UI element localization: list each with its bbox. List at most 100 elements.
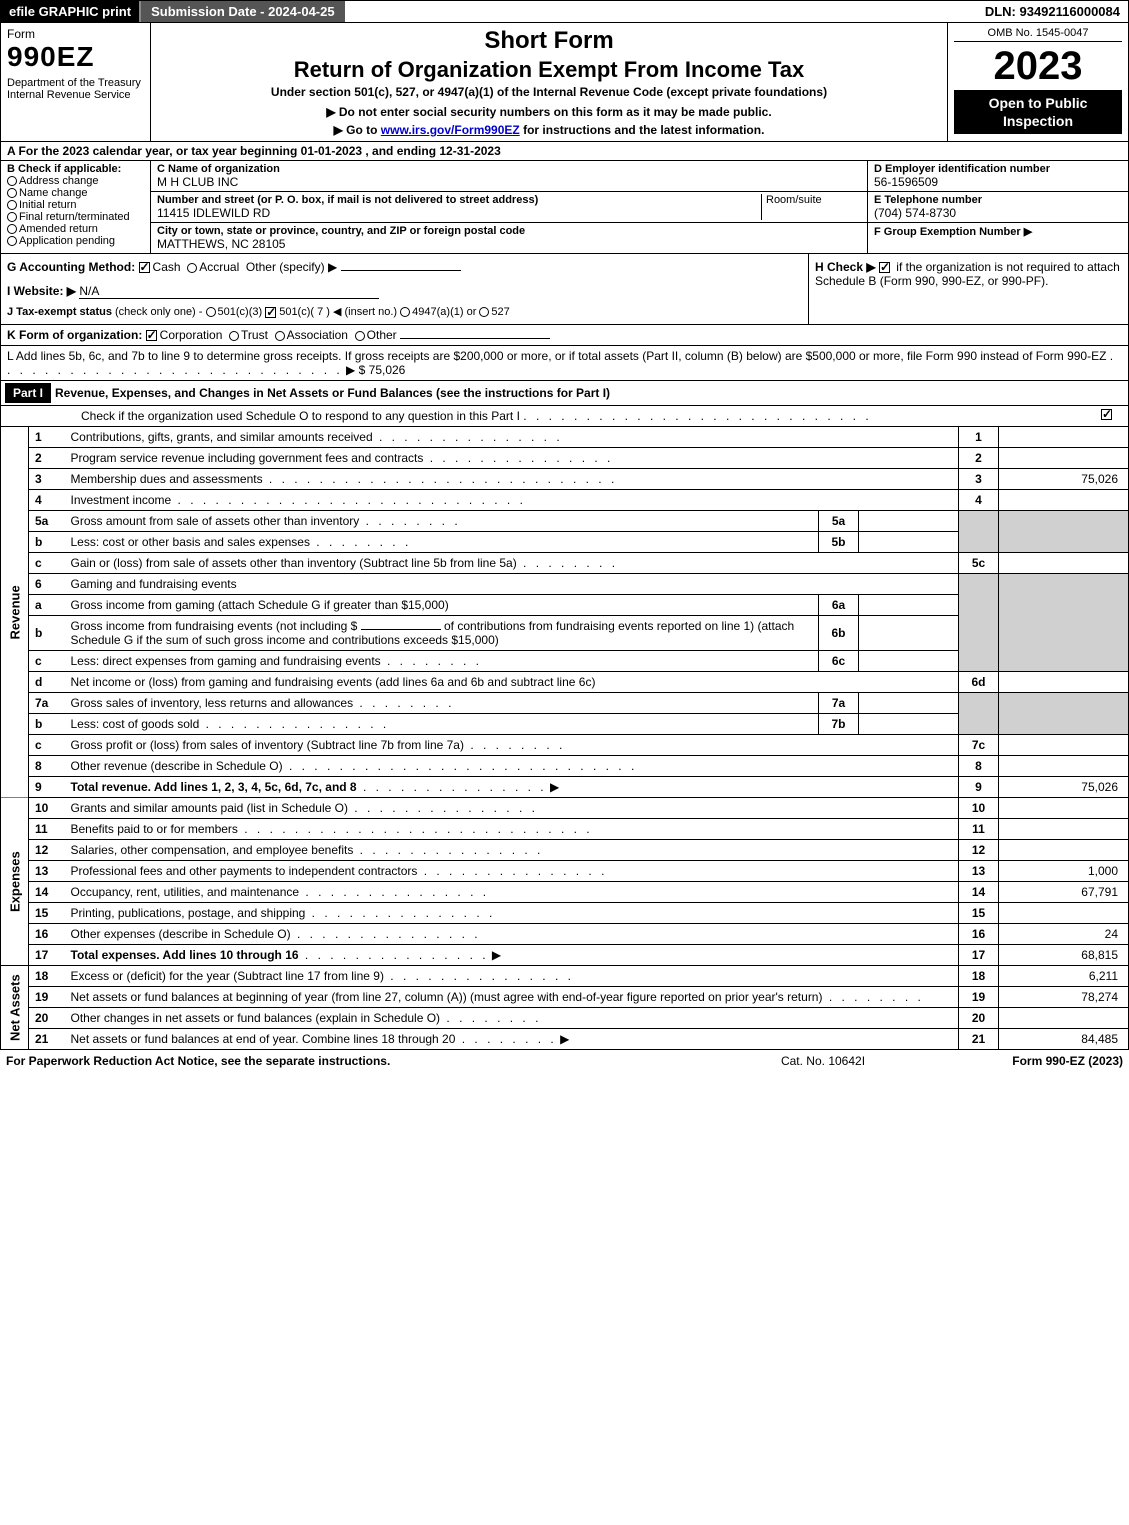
- form-short-title: Short Form: [161, 27, 937, 55]
- column-c: C Name of organization M H CLUB INC Numb…: [151, 161, 868, 253]
- line-13-num: 13: [29, 861, 65, 882]
- line-13-rnum: 13: [959, 861, 999, 882]
- form-title: Return of Organization Exempt From Incom…: [161, 57, 937, 83]
- check-address-change[interactable]: Address change: [7, 175, 144, 187]
- check-final-return[interactable]: Final return/terminated: [7, 211, 144, 223]
- tax-year: 2023: [954, 46, 1122, 86]
- line-7c-val: [999, 735, 1129, 756]
- check-trust[interactable]: [229, 331, 239, 341]
- line-7a-num: 7a: [29, 693, 65, 714]
- check-corp[interactable]: [146, 330, 157, 341]
- line-8-val: [999, 756, 1129, 777]
- line-9-desc: Total revenue. Add lines 1, 2, 3, 4, 5c,…: [65, 777, 959, 798]
- line-6d-desc: Net income or (loss) from gaming and fun…: [65, 672, 959, 693]
- line-11-val: [999, 819, 1129, 840]
- check-sched-b[interactable]: [879, 262, 890, 273]
- section-b-to-f: B Check if applicable: Address change Na…: [0, 161, 1129, 254]
- footer-form: Form 990-EZ (2023): [923, 1054, 1123, 1068]
- part-1-label: Part I: [5, 383, 51, 403]
- line-6a-desc: Gross income from gaming (attach Schedul…: [65, 595, 819, 616]
- line-9-val: 75,026: [999, 777, 1129, 798]
- line-12-val: [999, 840, 1129, 861]
- line-5c-num: c: [29, 553, 65, 574]
- check-initial-return[interactable]: Initial return: [7, 199, 144, 211]
- line-6c-num: c: [29, 651, 65, 672]
- line-6c-subval: [859, 651, 959, 672]
- row-gh: G Accounting Method: Cash Accrual Other …: [0, 254, 1129, 325]
- form-number: 990EZ: [7, 41, 144, 73]
- city-label: City or town, state or province, country…: [157, 225, 525, 237]
- check-other[interactable]: [355, 331, 365, 341]
- check-4947[interactable]: [400, 307, 410, 317]
- submission-date: Submission Date - 2024-04-25: [139, 1, 345, 22]
- check-501c3[interactable]: [206, 307, 216, 317]
- line-6c-sub: 6c: [819, 651, 859, 672]
- check-501c[interactable]: [265, 307, 276, 318]
- form-word: Form: [7, 27, 144, 41]
- line-11-num: 11: [29, 819, 65, 840]
- line-5a-num: 5a: [29, 511, 65, 532]
- line-3-val: 75,026: [999, 469, 1129, 490]
- form-header: Form 990EZ Department of the Treasury In…: [0, 23, 1129, 142]
- i-label: I Website: ▶: [7, 284, 76, 298]
- line-7a-sub: 7a: [819, 693, 859, 714]
- part-1-title: Revenue, Expenses, and Changes in Net As…: [55, 386, 610, 400]
- efile-print-button[interactable]: efile GRAPHIC print: [1, 1, 139, 22]
- header-right: OMB No. 1545-0047 2023 Open to Public In…: [948, 23, 1128, 141]
- check-pending[interactable]: Application pending: [7, 235, 144, 247]
- line-16-rnum: 16: [959, 924, 999, 945]
- line-7a-desc: Gross sales of inventory, less returns a…: [65, 693, 819, 714]
- grey-7v: [999, 693, 1129, 735]
- line-17-rnum: 17: [959, 945, 999, 966]
- line-21-num: 21: [29, 1029, 65, 1050]
- check-amended[interactable]: Amended return: [7, 223, 144, 235]
- irs-link[interactable]: www.irs.gov/Form990EZ: [381, 123, 520, 137]
- line-5b-desc: Less: cost or other basis and sales expe…: [65, 532, 819, 553]
- row-l: L Add lines 5b, 6c, and 7b to line 9 to …: [0, 346, 1129, 381]
- ssn-warning: ▶ Do not enter social security numbers o…: [161, 105, 937, 119]
- check-cash[interactable]: [139, 262, 150, 273]
- line-14-rnum: 14: [959, 882, 999, 903]
- goto-suffix: for instructions and the latest informat…: [520, 123, 765, 137]
- check-accrual[interactable]: [187, 263, 197, 273]
- line-11-desc: Benefits paid to or for members: [65, 819, 959, 840]
- line-20-rnum: 20: [959, 1008, 999, 1029]
- street-label: Number and street (or P. O. box, if mail…: [157, 194, 538, 206]
- instructions-link-row: ▶ Go to www.irs.gov/Form990EZ for instru…: [161, 123, 937, 137]
- line-12-desc: Salaries, other compensation, and employ…: [65, 840, 959, 861]
- check-sched-o[interactable]: [1101, 409, 1112, 420]
- row-a-tax-year: A For the 2023 calendar year, or tax yea…: [0, 142, 1129, 161]
- part-1-header: Part I Revenue, Expenses, and Changes in…: [0, 381, 1129, 406]
- line-6b-sub: 6b: [819, 616, 859, 651]
- line-14-num: 14: [29, 882, 65, 903]
- line-10-desc: Grants and similar amounts paid (list in…: [65, 798, 959, 819]
- footer-catno: Cat. No. 10642I: [723, 1054, 923, 1068]
- line-20-num: 20: [29, 1008, 65, 1029]
- line-9-num: 9: [29, 777, 65, 798]
- line-16-val: 24: [999, 924, 1129, 945]
- line-14-desc: Occupancy, rent, utilities, and maintena…: [65, 882, 959, 903]
- check-assoc[interactable]: [275, 331, 285, 341]
- line-4-rnum: 4: [959, 490, 999, 511]
- part-1-table: Revenue 1 Contributions, gifts, grants, …: [0, 427, 1129, 1050]
- check-527[interactable]: [479, 307, 489, 317]
- check-name-change[interactable]: Name change: [7, 187, 144, 199]
- row-i: I Website: ▶ N/A: [7, 284, 802, 299]
- c-name: C Name of organization M H CLUB INC: [151, 161, 867, 192]
- line-7c-rnum: 7c: [959, 735, 999, 756]
- expenses-side-label: Expenses: [1, 798, 29, 966]
- footer-notice: For Paperwork Reduction Act Notice, see …: [6, 1054, 723, 1068]
- line-6d-num: d: [29, 672, 65, 693]
- line-10-val: [999, 798, 1129, 819]
- line-13-desc: Professional fees and other payments to …: [65, 861, 959, 882]
- line-19-desc: Net assets or fund balances at beginning…: [65, 987, 959, 1008]
- line-14-val: 67,791: [999, 882, 1129, 903]
- row-g: G Accounting Method: Cash Accrual Other …: [1, 254, 808, 324]
- line-2-val: [999, 448, 1129, 469]
- room-label: Room/suite: [766, 194, 822, 206]
- omb-number: OMB No. 1545-0047: [954, 27, 1122, 42]
- line-21-val: 84,485: [999, 1029, 1129, 1050]
- line-1-num: 1: [29, 427, 65, 448]
- line-7b-subval: [859, 714, 959, 735]
- group-label: F Group Exemption Number ▶: [874, 226, 1032, 238]
